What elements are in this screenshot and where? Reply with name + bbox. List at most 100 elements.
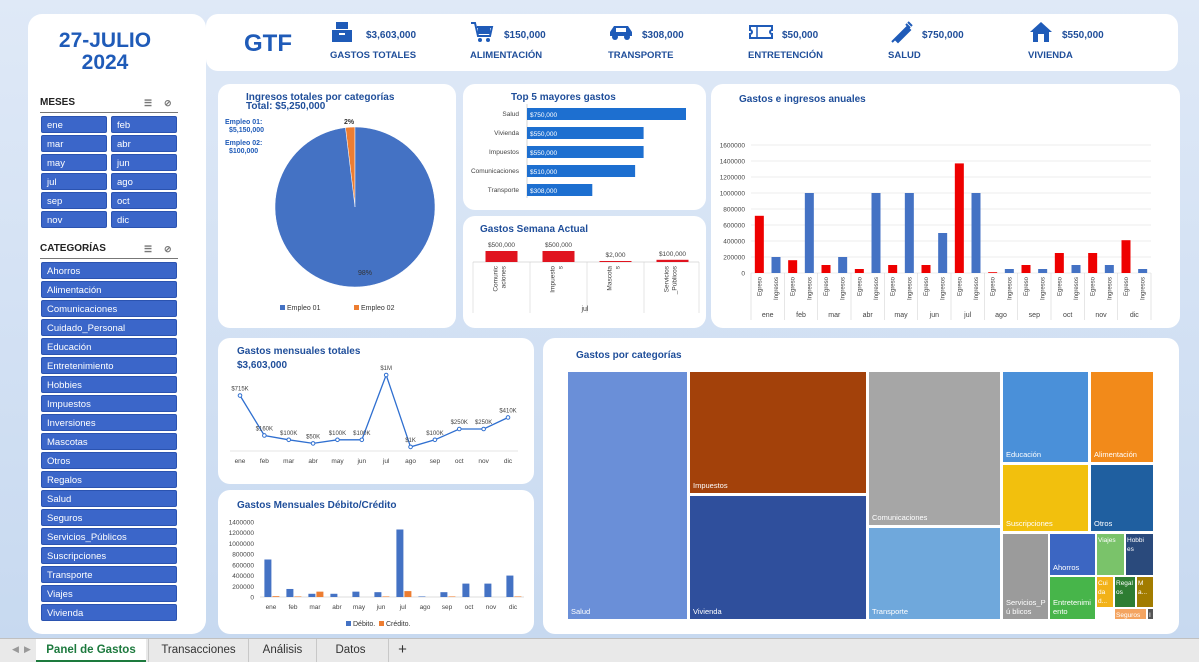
- add-sheet-button[interactable]: +: [388, 639, 416, 662]
- ticket-icon: [749, 25, 773, 39]
- dc-tick-label: 200000: [232, 584, 254, 591]
- month-slicer-sep[interactable]: sep: [41, 192, 107, 209]
- month-slicer-oct[interactable]: oct: [111, 192, 177, 209]
- annual-tick-label: 200000: [723, 255, 745, 262]
- multi-select-icon[interactable]: ☰: [144, 244, 153, 254]
- annual-month-label: dic: [1130, 312, 1139, 319]
- scroll-right-icon[interactable]: ▶: [24, 644, 31, 654]
- month-slicer-ago[interactable]: ago: [111, 173, 177, 190]
- categories-slicer-title: CATEGORÍAS: [40, 243, 106, 254]
- annual-bar-ingreso: [1038, 269, 1048, 273]
- category-slicer-otros[interactable]: Otros: [41, 452, 177, 469]
- category-slicer-regalos[interactable]: Regalos: [41, 471, 177, 488]
- treemap-tile-salud[interactable]: Salud: [567, 371, 688, 620]
- category-slicer-servicios_públicos[interactable]: Servicios_Públicos: [41, 528, 177, 545]
- category-slicer-salud[interactable]: Salud: [41, 490, 177, 507]
- treemap-tile-viajes[interactable]: Viajes: [1096, 533, 1125, 576]
- category-slicer-mascotas[interactable]: Mascotas: [41, 433, 177, 450]
- month-slicer-nov[interactable]: nov: [41, 211, 107, 228]
- category-slicer-hobbies[interactable]: Hobbies: [41, 376, 177, 393]
- category-slicer-seguros[interactable]: Seguros: [41, 509, 177, 526]
- clear-filter-icon[interactable]: ⊘: [164, 98, 172, 108]
- treemap-tile-serviciospblicos[interactable]: Servicios_Pú blicos: [1002, 533, 1049, 620]
- treemap-tile-entretenimiento[interactable]: Entretenimi ento: [1049, 576, 1096, 620]
- category-slicer-impuestos[interactable]: Impuestos: [41, 395, 177, 412]
- treemap-tile-transporte[interactable]: Transporte: [868, 527, 1001, 620]
- annual-month-label: oct: [1063, 312, 1072, 319]
- treemap-tile-ma[interactable]: M a...: [1136, 576, 1154, 608]
- week-expenses-card[interactable]: [463, 216, 706, 328]
- sheet-tab-panel-de-gastos[interactable]: Panel de Gastos: [36, 639, 146, 662]
- category-slicer-educación[interactable]: Educación: [41, 338, 177, 355]
- scroll-left-icon[interactable]: ◀: [12, 644, 19, 654]
- annual-series-label: Ingresos: [807, 277, 813, 300]
- month-slicer-ene[interactable]: ene: [41, 116, 107, 133]
- annual-series-label: Egreso: [1091, 276, 1097, 296]
- semana-category-label: Comunic: [493, 265, 500, 291]
- line-data-label: $100K: [329, 431, 346, 437]
- month-slicer-jun[interactable]: jun: [111, 154, 177, 171]
- treemap-tile-suscripciones[interactable]: Suscripciones: [1002, 464, 1089, 532]
- annual-bar-egreso: [754, 215, 764, 273]
- category-slicer-viajes[interactable]: Viajes: [41, 585, 177, 602]
- treemap-tile-regalos[interactable]: Regal os: [1114, 576, 1136, 608]
- treemap-tile-educacin[interactable]: Educación: [1002, 371, 1089, 463]
- dc-bar-credito: [382, 596, 390, 597]
- treemap-tile-vivienda[interactable]: Vivienda: [689, 495, 867, 620]
- category-slicer-ahorros[interactable]: Ahorros: [41, 262, 177, 279]
- top5-bar: [527, 127, 644, 139]
- sheet-tab-transacciones[interactable]: Transacciones: [148, 639, 248, 662]
- monthly-total-title: Gastos mensuales totales: [237, 346, 361, 357]
- treemap-tile-hobbies[interactable]: Hobbi es: [1125, 533, 1154, 576]
- annual-month-label: sep: [1029, 312, 1040, 319]
- treemap-tile-cuidad[interactable]: Cui da d...: [1096, 576, 1114, 608]
- month-slicer-may[interactable]: may: [41, 154, 107, 171]
- annual-series-label: Egreso: [1024, 276, 1030, 296]
- category-slicer-inversiones[interactable]: Inversiones: [41, 414, 177, 431]
- annual-card[interactable]: [711, 84, 1180, 328]
- line-data-label: $100K: [353, 431, 370, 437]
- multi-select-icon[interactable]: ☰: [144, 98, 153, 108]
- dc-bar-debito: [330, 593, 338, 597]
- dc-month-label: jul: [399, 604, 407, 611]
- dc-tick-label: 1400000: [229, 520, 255, 527]
- annual-bar-egreso: [988, 272, 998, 273]
- category-slicer-entretenimiento[interactable]: Entretenimiento: [41, 357, 177, 374]
- month-slicer-dic[interactable]: dic: [111, 211, 177, 228]
- line-month-label: jun: [356, 458, 366, 465]
- sheet-tab-datos[interactable]: Datos: [316, 639, 384, 662]
- sheet-tab-análisis[interactable]: Análisis: [248, 639, 316, 662]
- syringe-icon: [891, 21, 913, 44]
- line-data-label: $50K: [306, 434, 320, 440]
- category-slicer-suscripciones[interactable]: Suscripciones: [41, 547, 177, 564]
- categories-slicer: CATEGORÍAS ☰ ⊘: [40, 243, 178, 259]
- dc-bar-credito: [294, 596, 302, 597]
- clear-filter-icon[interactable]: ⊘: [164, 244, 172, 254]
- month-slicer-mar[interactable]: mar: [41, 135, 107, 152]
- month-slicer-abr[interactable]: abr: [111, 135, 177, 152]
- line-point: [310, 441, 316, 446]
- month-slicer-feb[interactable]: feb: [111, 116, 177, 133]
- treemap-tile-ahorros[interactable]: Ahorros: [1049, 533, 1096, 576]
- category-slicer-transporte[interactable]: Transporte: [41, 566, 177, 583]
- months-slicer-title: MESES: [40, 97, 76, 108]
- treemap-tile-seguros[interactable]: Seguros: [1114, 608, 1147, 620]
- treemap-tile-otros[interactable]: Otros: [1090, 464, 1154, 532]
- dc-month-label: nov: [486, 604, 497, 611]
- treemap-tile-impuestos[interactable]: Impuestos: [689, 371, 867, 494]
- category-slicer-vivienda[interactable]: Vivienda: [41, 604, 177, 621]
- category-slicer-comunicaciones[interactable]: Comunicaciones: [41, 300, 177, 317]
- category-slicer-alimentación[interactable]: Alimentación: [41, 281, 177, 298]
- semana-category-label: aciones: [501, 265, 508, 288]
- treemap-tile-comunicaciones[interactable]: Comunicaciones: [868, 371, 1001, 526]
- semana-data-label: $2,000: [606, 252, 626, 259]
- line-month-label: ene: [235, 458, 246, 465]
- category-slicer-cuidado_personal[interactable]: Cuidado_Personal: [41, 319, 177, 336]
- month-slicer-jul[interactable]: jul: [41, 173, 107, 190]
- treemap-tile-label: Ahorros: [1053, 563, 1080, 572]
- annual-month-label: jul: [963, 312, 971, 319]
- treemap-tile-alimentacin[interactable]: Alimentación: [1090, 371, 1154, 463]
- dc-bar-debito: [506, 575, 514, 597]
- monthly-total-card[interactable]: [218, 338, 534, 484]
- treemap-tile-i[interactable]: I: [1147, 608, 1154, 620]
